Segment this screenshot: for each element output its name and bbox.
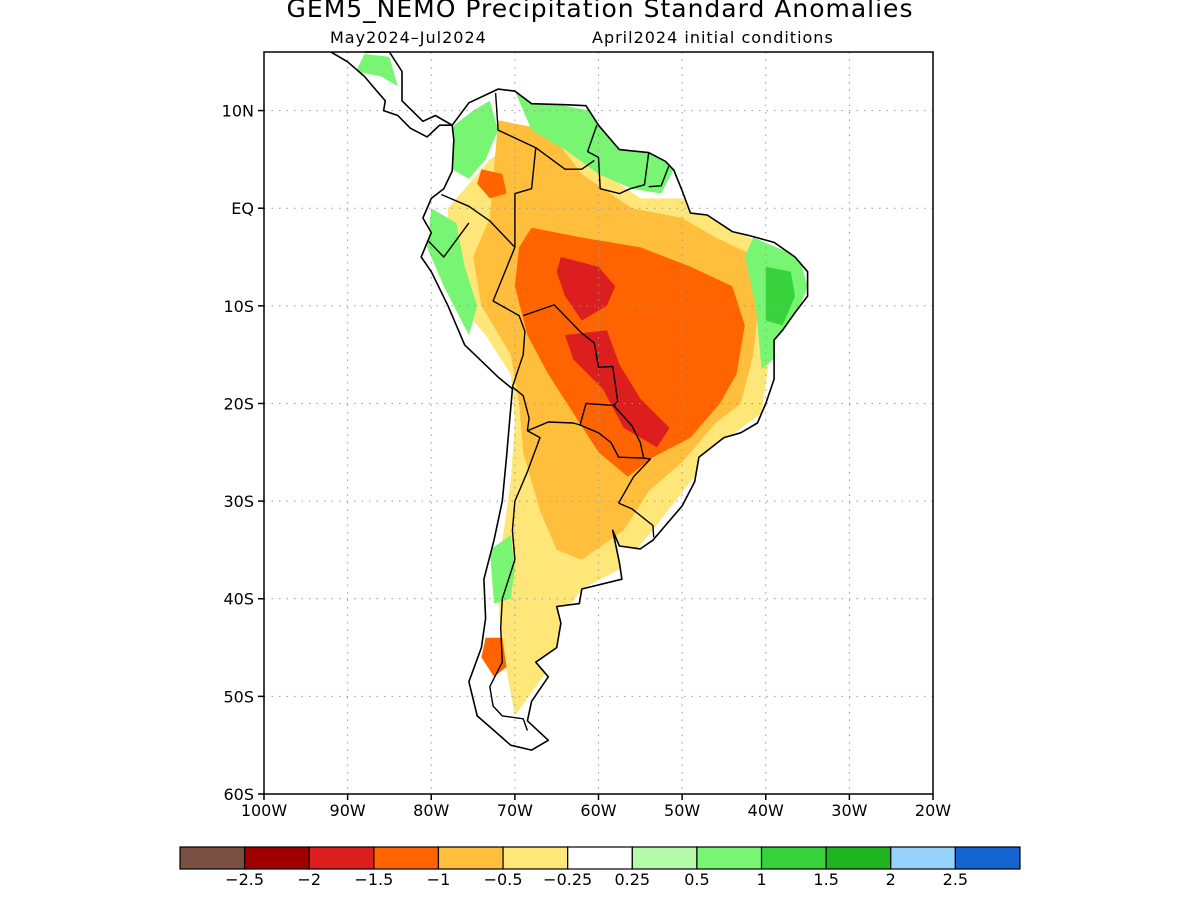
anomaly-region — [556, 257, 616, 321]
country-border — [522, 304, 619, 406]
colorbar-label: −1.5 — [354, 870, 393, 889]
colorbar-label: 1.5 — [813, 870, 838, 889]
colorbar-swatch — [890, 846, 956, 870]
anomaly-region — [489, 535, 515, 604]
colorbar-swatch — [760, 846, 827, 870]
country-border — [617, 457, 651, 504]
lat-tick-label: 30S — [223, 492, 254, 511]
initial-conditions: April2024 initial conditions — [592, 28, 834, 47]
colorbar-swatch — [954, 846, 1021, 870]
lon-tick-label: 60W — [580, 801, 616, 820]
country-border — [535, 147, 595, 170]
chart-title: GEM5_NEMO Precipitation Standard Anomali… — [286, 0, 914, 23]
lon-tick-label: 20W — [915, 801, 951, 820]
south-america-coastline — [420, 88, 809, 751]
colorbar-label: −0.5 — [484, 870, 523, 889]
lon-tick-label: 100W — [241, 801, 288, 820]
lat-tick-label: EQ — [231, 199, 254, 218]
colorbar-swatch — [696, 846, 763, 870]
colorbar-swatch — [437, 846, 504, 870]
anomaly-region — [356, 54, 398, 87]
country-border — [492, 247, 526, 388]
anomaly-region — [765, 266, 795, 326]
anomaly-region — [514, 91, 674, 194]
lon-tick-label: 40W — [748, 801, 784, 820]
country-border — [618, 502, 655, 538]
country-border — [441, 193, 516, 248]
colorbar-label: 0.25 — [614, 870, 650, 889]
colorbar-swatch — [567, 846, 633, 870]
forecast-period: May2024–Jul2024 — [330, 28, 487, 47]
anomaly-region — [565, 330, 670, 448]
colorbar-label: 2 — [886, 870, 896, 889]
colorbar-legend: −2.5 −2 −1.5 −1 −0.5 −0.25 0.25 0.5 1 1.5 2 2.5 — [179, 846, 1021, 889]
colorbar-label: −2.5 — [225, 870, 264, 889]
country-border — [586, 124, 650, 195]
colorbar-label: 1 — [756, 870, 766, 889]
country-border — [494, 92, 537, 248]
colorbar-swatch — [244, 846, 310, 870]
colorbar-swatch — [373, 846, 440, 870]
lon-tick-label: 90W — [330, 801, 366, 820]
lat-tick-label: 40S — [223, 590, 254, 609]
anomaly-region — [477, 169, 507, 199]
central-america-coastline — [330, 51, 453, 138]
colorbar-swatch — [179, 846, 246, 870]
map-plot-area — [263, 51, 934, 795]
lat-tick-label: 10S — [223, 297, 254, 316]
coastlines — [330, 51, 809, 751]
colorbar-label: −2 — [297, 870, 321, 889]
country-border — [579, 404, 645, 459]
lat-tick-label: 10N — [222, 102, 254, 121]
lat-tick-label: 20S — [223, 394, 254, 413]
lon-tick-label: 70W — [497, 801, 533, 820]
colorbar-swatch — [502, 846, 569, 870]
lat-tick-label: 50S — [223, 687, 254, 706]
country-borders — [428, 92, 670, 731]
country-border — [527, 402, 614, 432]
colorbar-swatch — [308, 846, 375, 870]
colorbar-label: 2.5 — [943, 870, 968, 889]
colorbar-swatch — [825, 846, 892, 870]
country-border — [428, 222, 470, 258]
lon-tick-label: 50W — [664, 801, 700, 820]
colorbar-label: 0.5 — [684, 870, 709, 889]
colorbar-label: −1 — [427, 870, 451, 889]
country-border — [489, 386, 541, 731]
country-border — [648, 165, 670, 188]
lon-tick-label: 80W — [413, 801, 449, 820]
anomaly-region — [427, 208, 478, 336]
colorbar-swatch — [631, 846, 698, 870]
anomaly-fill-layer — [356, 54, 808, 716]
colorbar-label: −0.25 — [543, 870, 592, 889]
lon-tick-label: 30W — [831, 801, 867, 820]
anomaly-region — [448, 100, 499, 179]
lat-tick-label: 60S — [223, 785, 254, 804]
